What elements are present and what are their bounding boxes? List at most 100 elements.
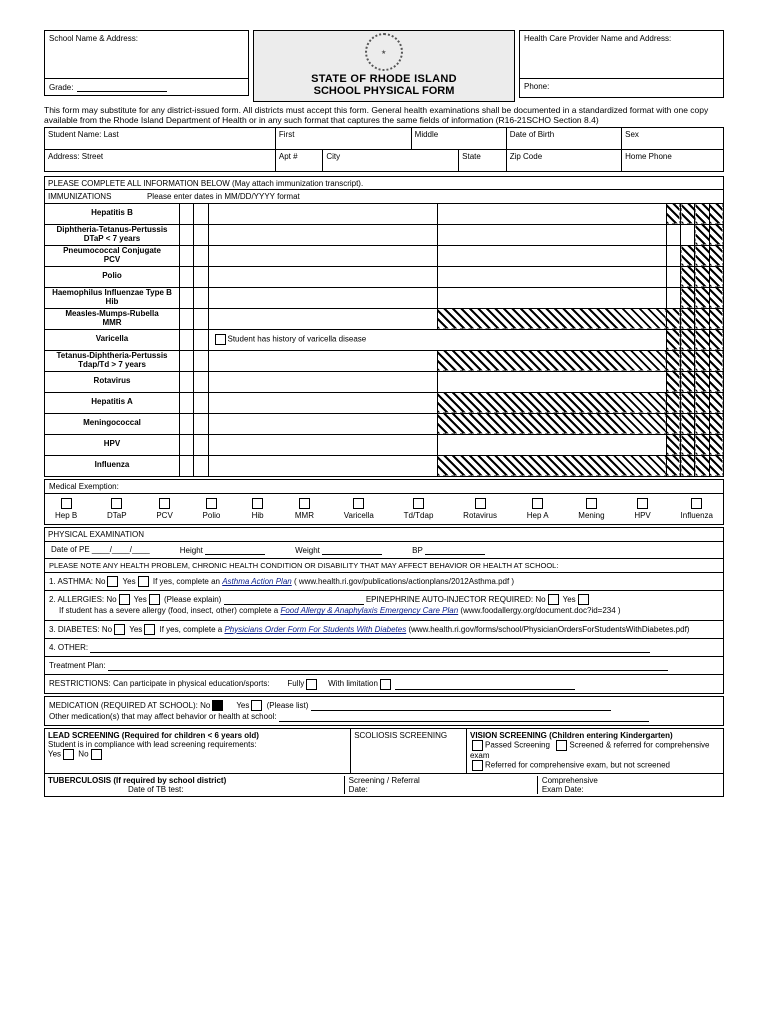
immu-cell[interactable] — [681, 224, 695, 245]
immu-cell[interactable] — [180, 266, 194, 287]
exempt-checkbox[interactable] — [586, 498, 597, 509]
immu-cell[interactable] — [666, 287, 680, 308]
grade-line[interactable] — [77, 82, 167, 92]
cell-state[interactable]: State — [459, 149, 507, 171]
exempt-checkbox[interactable] — [475, 498, 486, 509]
epi-no-checkbox[interactable] — [548, 594, 559, 605]
immu-cell[interactable] — [194, 308, 208, 329]
asthma-link[interactable]: Asthma Action Plan — [222, 577, 292, 586]
immu-cell[interactable] — [666, 266, 680, 287]
fully-checkbox[interactable] — [306, 679, 317, 690]
immu-cell[interactable] — [194, 455, 208, 476]
immu-cell[interactable] — [208, 392, 437, 413]
pe-date[interactable]: Date of PE ____/____/____ — [51, 545, 150, 555]
immu-cell[interactable] — [437, 287, 666, 308]
immu-cell[interactable] — [666, 245, 680, 266]
immu-cell[interactable] — [194, 203, 208, 224]
immu-cell[interactable] — [437, 371, 666, 392]
cell-middle[interactable]: Middle — [411, 127, 506, 149]
immu-cell[interactable] — [180, 329, 194, 350]
immu-cell[interactable] — [180, 413, 194, 434]
exempt-checkbox[interactable] — [353, 498, 364, 509]
immu-cell[interactable] — [208, 434, 437, 455]
immu-cell[interactable] — [208, 413, 437, 434]
immu-cell[interactable] — [208, 203, 437, 224]
immu-cell[interactable] — [194, 245, 208, 266]
immu-cell[interactable] — [180, 350, 194, 371]
immu-cell[interactable] — [194, 413, 208, 434]
immu-cell[interactable] — [437, 434, 666, 455]
immu-cell[interactable] — [180, 455, 194, 476]
vision-referred-checkbox[interactable] — [556, 740, 567, 751]
immu-cell[interactable] — [194, 266, 208, 287]
exempt-checkbox[interactable] — [691, 498, 702, 509]
immu-cell[interactable] — [194, 392, 208, 413]
immu-cell[interactable] — [208, 266, 437, 287]
cell-first[interactable]: First — [275, 127, 411, 149]
immu-cell[interactable] — [208, 287, 437, 308]
exempt-checkbox[interactable] — [532, 498, 543, 509]
limitation-checkbox[interactable] — [380, 679, 391, 690]
med-no-checkbox[interactable] — [212, 700, 223, 711]
epi-yes-checkbox[interactable] — [578, 594, 589, 605]
cell-last[interactable]: Student Name: Last — [45, 127, 276, 149]
asthma-yes-checkbox[interactable] — [138, 576, 149, 587]
q-other[interactable]: 4. OTHER: — [44, 639, 724, 657]
cell-zip[interactable]: Zip Code — [506, 149, 621, 171]
immu-cell[interactable] — [437, 245, 666, 266]
exempt-checkbox[interactable] — [299, 498, 310, 509]
immu-cell[interactable] — [666, 224, 680, 245]
cell-homephone[interactable]: Home Phone — [622, 149, 724, 171]
immu-cell[interactable] — [208, 350, 437, 371]
immu-cell[interactable] — [194, 350, 208, 371]
lead-no-checkbox[interactable] — [91, 749, 102, 760]
limitation-line[interactable] — [395, 680, 575, 690]
diabetes-no-checkbox[interactable] — [114, 624, 125, 635]
immu-cell[interactable] — [180, 308, 194, 329]
asthma-no-checkbox[interactable] — [107, 576, 118, 587]
pe-bp[interactable]: BP — [412, 545, 485, 555]
immu-cell[interactable] — [194, 329, 208, 350]
allergy-no-checkbox[interactable] — [119, 594, 130, 605]
immu-cell[interactable] — [180, 392, 194, 413]
exempt-checkbox[interactable] — [206, 498, 217, 509]
pe-weight[interactable]: Weight — [295, 545, 382, 555]
immu-cell[interactable] — [180, 287, 194, 308]
cell-apt[interactable]: Apt # — [275, 149, 323, 171]
immu-cell[interactable] — [180, 434, 194, 455]
school-name-box[interactable]: School Name & Address: — [44, 30, 249, 79]
exempt-checkbox[interactable] — [111, 498, 122, 509]
grade-row[interactable]: Grade: — [44, 79, 249, 96]
provider-box[interactable]: Health Care Provider Name and Address: — [519, 30, 724, 79]
immu-cell[interactable] — [194, 371, 208, 392]
immu-cell[interactable] — [437, 266, 666, 287]
exempt-checkbox[interactable] — [637, 498, 648, 509]
immu-cell[interactable] — [208, 308, 437, 329]
allergy-link[interactable]: Food Allergy & Anaphylaxis Emergency Car… — [280, 606, 458, 615]
exempt-checkbox[interactable] — [61, 498, 72, 509]
exempt-checkbox[interactable] — [413, 498, 424, 509]
varicella-history-checkbox[interactable] — [215, 334, 226, 345]
immu-cell[interactable] — [194, 434, 208, 455]
phone-row[interactable]: Phone: — [519, 79, 724, 98]
med-list-line[interactable] — [311, 701, 611, 711]
pe-height[interactable]: Height — [180, 545, 265, 555]
immu-cell[interactable] — [437, 203, 666, 224]
immu-cell[interactable] — [180, 245, 194, 266]
immu-cell[interactable] — [208, 371, 437, 392]
vision-ref-only-checkbox[interactable] — [472, 760, 483, 771]
allergy-yes-checkbox[interactable] — [149, 594, 160, 605]
med-yes-checkbox[interactable] — [251, 700, 262, 711]
cell-city[interactable]: City — [323, 149, 459, 171]
immu-cell[interactable] — [180, 224, 194, 245]
immu-cell[interactable] — [437, 224, 666, 245]
cell-sex[interactable]: Sex — [622, 127, 724, 149]
allergy-explain-line[interactable] — [224, 595, 364, 605]
med-other-line[interactable] — [279, 712, 649, 722]
cell-street[interactable]: Address: Street — [45, 149, 276, 171]
immu-cell[interactable] — [208, 455, 437, 476]
immu-cell[interactable] — [194, 287, 208, 308]
treatment-plan[interactable]: Treatment Plan: — [44, 657, 724, 675]
immu-cell[interactable] — [208, 224, 437, 245]
vision-passed-checkbox[interactable] — [472, 740, 483, 751]
